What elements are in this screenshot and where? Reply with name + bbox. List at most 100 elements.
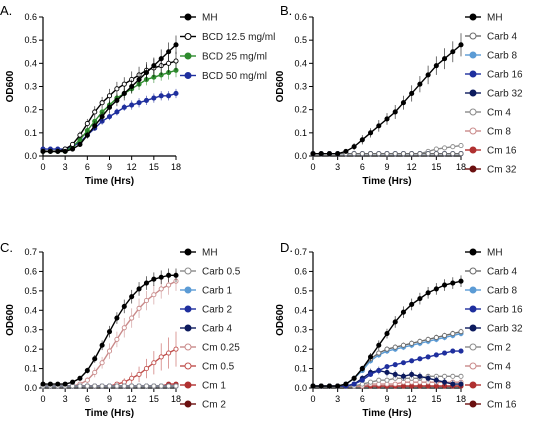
x-tick-label: 15	[149, 394, 159, 404]
data-point	[458, 278, 464, 284]
legend: MH Carb 4 Carb 8 Carb 16 Carb 32 Cm 2 Cm 4 Cm 8…	[465, 248, 523, 411]
data-point	[442, 56, 448, 62]
data-point	[99, 383, 105, 389]
data-point	[351, 381, 357, 387]
data-point	[77, 141, 83, 147]
data-point	[114, 383, 120, 389]
y-tick-label: 0.3	[24, 82, 37, 92]
data-point	[143, 280, 149, 286]
y-tick-label: 0.5	[24, 35, 37, 45]
legend-marker	[184, 400, 192, 408]
y-tick-label: 0.4	[294, 58, 307, 68]
series-mh	[40, 268, 179, 387]
data-point	[442, 350, 448, 356]
data-point	[173, 383, 179, 389]
data-point	[409, 340, 415, 346]
legend-label: MH	[487, 13, 503, 24]
y-tick-label: 0.6	[294, 266, 307, 276]
y-tick-label: 0.0	[294, 383, 307, 393]
data-point	[392, 362, 398, 368]
y-tick-label: 0.5	[24, 286, 37, 296]
data-point	[114, 86, 120, 92]
legend-label: Cm 8	[487, 381, 511, 392]
legend-marker	[184, 267, 192, 275]
legend-label: BCD 12.5 mg/ml	[202, 32, 275, 43]
data-point	[121, 81, 127, 87]
y-axis-title: OD600	[5, 304, 16, 336]
data-point	[458, 42, 464, 48]
data-point	[173, 90, 179, 96]
data-point	[84, 377, 90, 383]
legend-label: Cm 16	[487, 400, 517, 411]
y-tick-label: 0.4	[24, 58, 37, 68]
data-point	[417, 151, 423, 157]
data-point	[384, 116, 390, 122]
data-point	[433, 63, 439, 69]
data-point	[99, 360, 105, 366]
data-point	[409, 301, 415, 308]
data-point	[450, 331, 456, 337]
data-point	[106, 329, 113, 335]
x-tick-label: 6	[360, 394, 365, 404]
x-tick-label: 0	[40, 162, 45, 172]
data-point	[335, 151, 341, 157]
data-point	[376, 342, 382, 348]
data-point	[417, 296, 423, 302]
data-point	[384, 151, 390, 157]
data-point	[143, 366, 149, 372]
data-point	[121, 325, 127, 331]
data-point	[92, 123, 98, 129]
data-point	[359, 366, 365, 372]
y-tick-label: 0.3	[294, 82, 307, 92]
data-point	[158, 354, 164, 360]
data-point	[318, 383, 324, 389]
legend-label: Cm 0.25	[202, 343, 240, 354]
data-point	[425, 151, 431, 157]
data-point	[143, 70, 149, 76]
data-point	[158, 383, 164, 389]
x-tick-label: 15	[149, 162, 159, 172]
data-point	[129, 383, 135, 389]
y-tick-label: 0.2	[294, 105, 307, 115]
data-point	[166, 49, 172, 55]
y-tick-label: 0.3	[24, 325, 37, 335]
panel-letter: A.	[0, 3, 12, 18]
panel-letter: D.	[280, 240, 293, 255]
legend-marker	[469, 51, 477, 59]
data-point	[55, 148, 61, 154]
x-tick-label: 0	[310, 394, 315, 404]
legend-marker	[469, 267, 477, 275]
x-tick-label: 12	[407, 394, 417, 404]
legend-marker	[184, 13, 192, 21]
y-tick-label: 0.7	[294, 247, 307, 257]
data-point	[433, 334, 439, 341]
data-point	[417, 356, 423, 362]
data-point	[458, 348, 464, 354]
x-tick-label: 9	[107, 394, 112, 404]
data-point	[400, 309, 406, 315]
data-point	[84, 121, 90, 127]
y-tick-label: 0.7	[24, 247, 37, 257]
data-point	[136, 77, 142, 83]
data-point	[129, 294, 135, 300]
data-point	[151, 292, 157, 298]
legend-marker	[184, 343, 192, 351]
y-tick-label: 0.1	[24, 128, 37, 138]
data-point	[326, 151, 332, 157]
data-point	[310, 151, 316, 157]
data-point	[384, 364, 390, 370]
chart-panel-b: B. 0 3 6 9 12 15 18 0.0 0.1 0.2 0.3 0.4 0.5 0.6 Time (H…	[275, 3, 523, 187]
data-point	[129, 315, 135, 321]
data-point	[114, 336, 120, 342]
data-point	[47, 381, 53, 387]
legend-label: Cm 8	[487, 127, 511, 138]
series-line	[313, 44, 462, 155]
data-point	[121, 90, 127, 96]
data-point	[106, 114, 113, 120]
y-axis-title: OD600	[275, 304, 286, 336]
legend-label: Carb 1	[202, 286, 232, 297]
data-point	[433, 151, 439, 157]
x-tick-label: 9	[384, 162, 389, 172]
x-tick-label: 3	[335, 394, 340, 404]
x-tick-label: 12	[127, 162, 137, 172]
